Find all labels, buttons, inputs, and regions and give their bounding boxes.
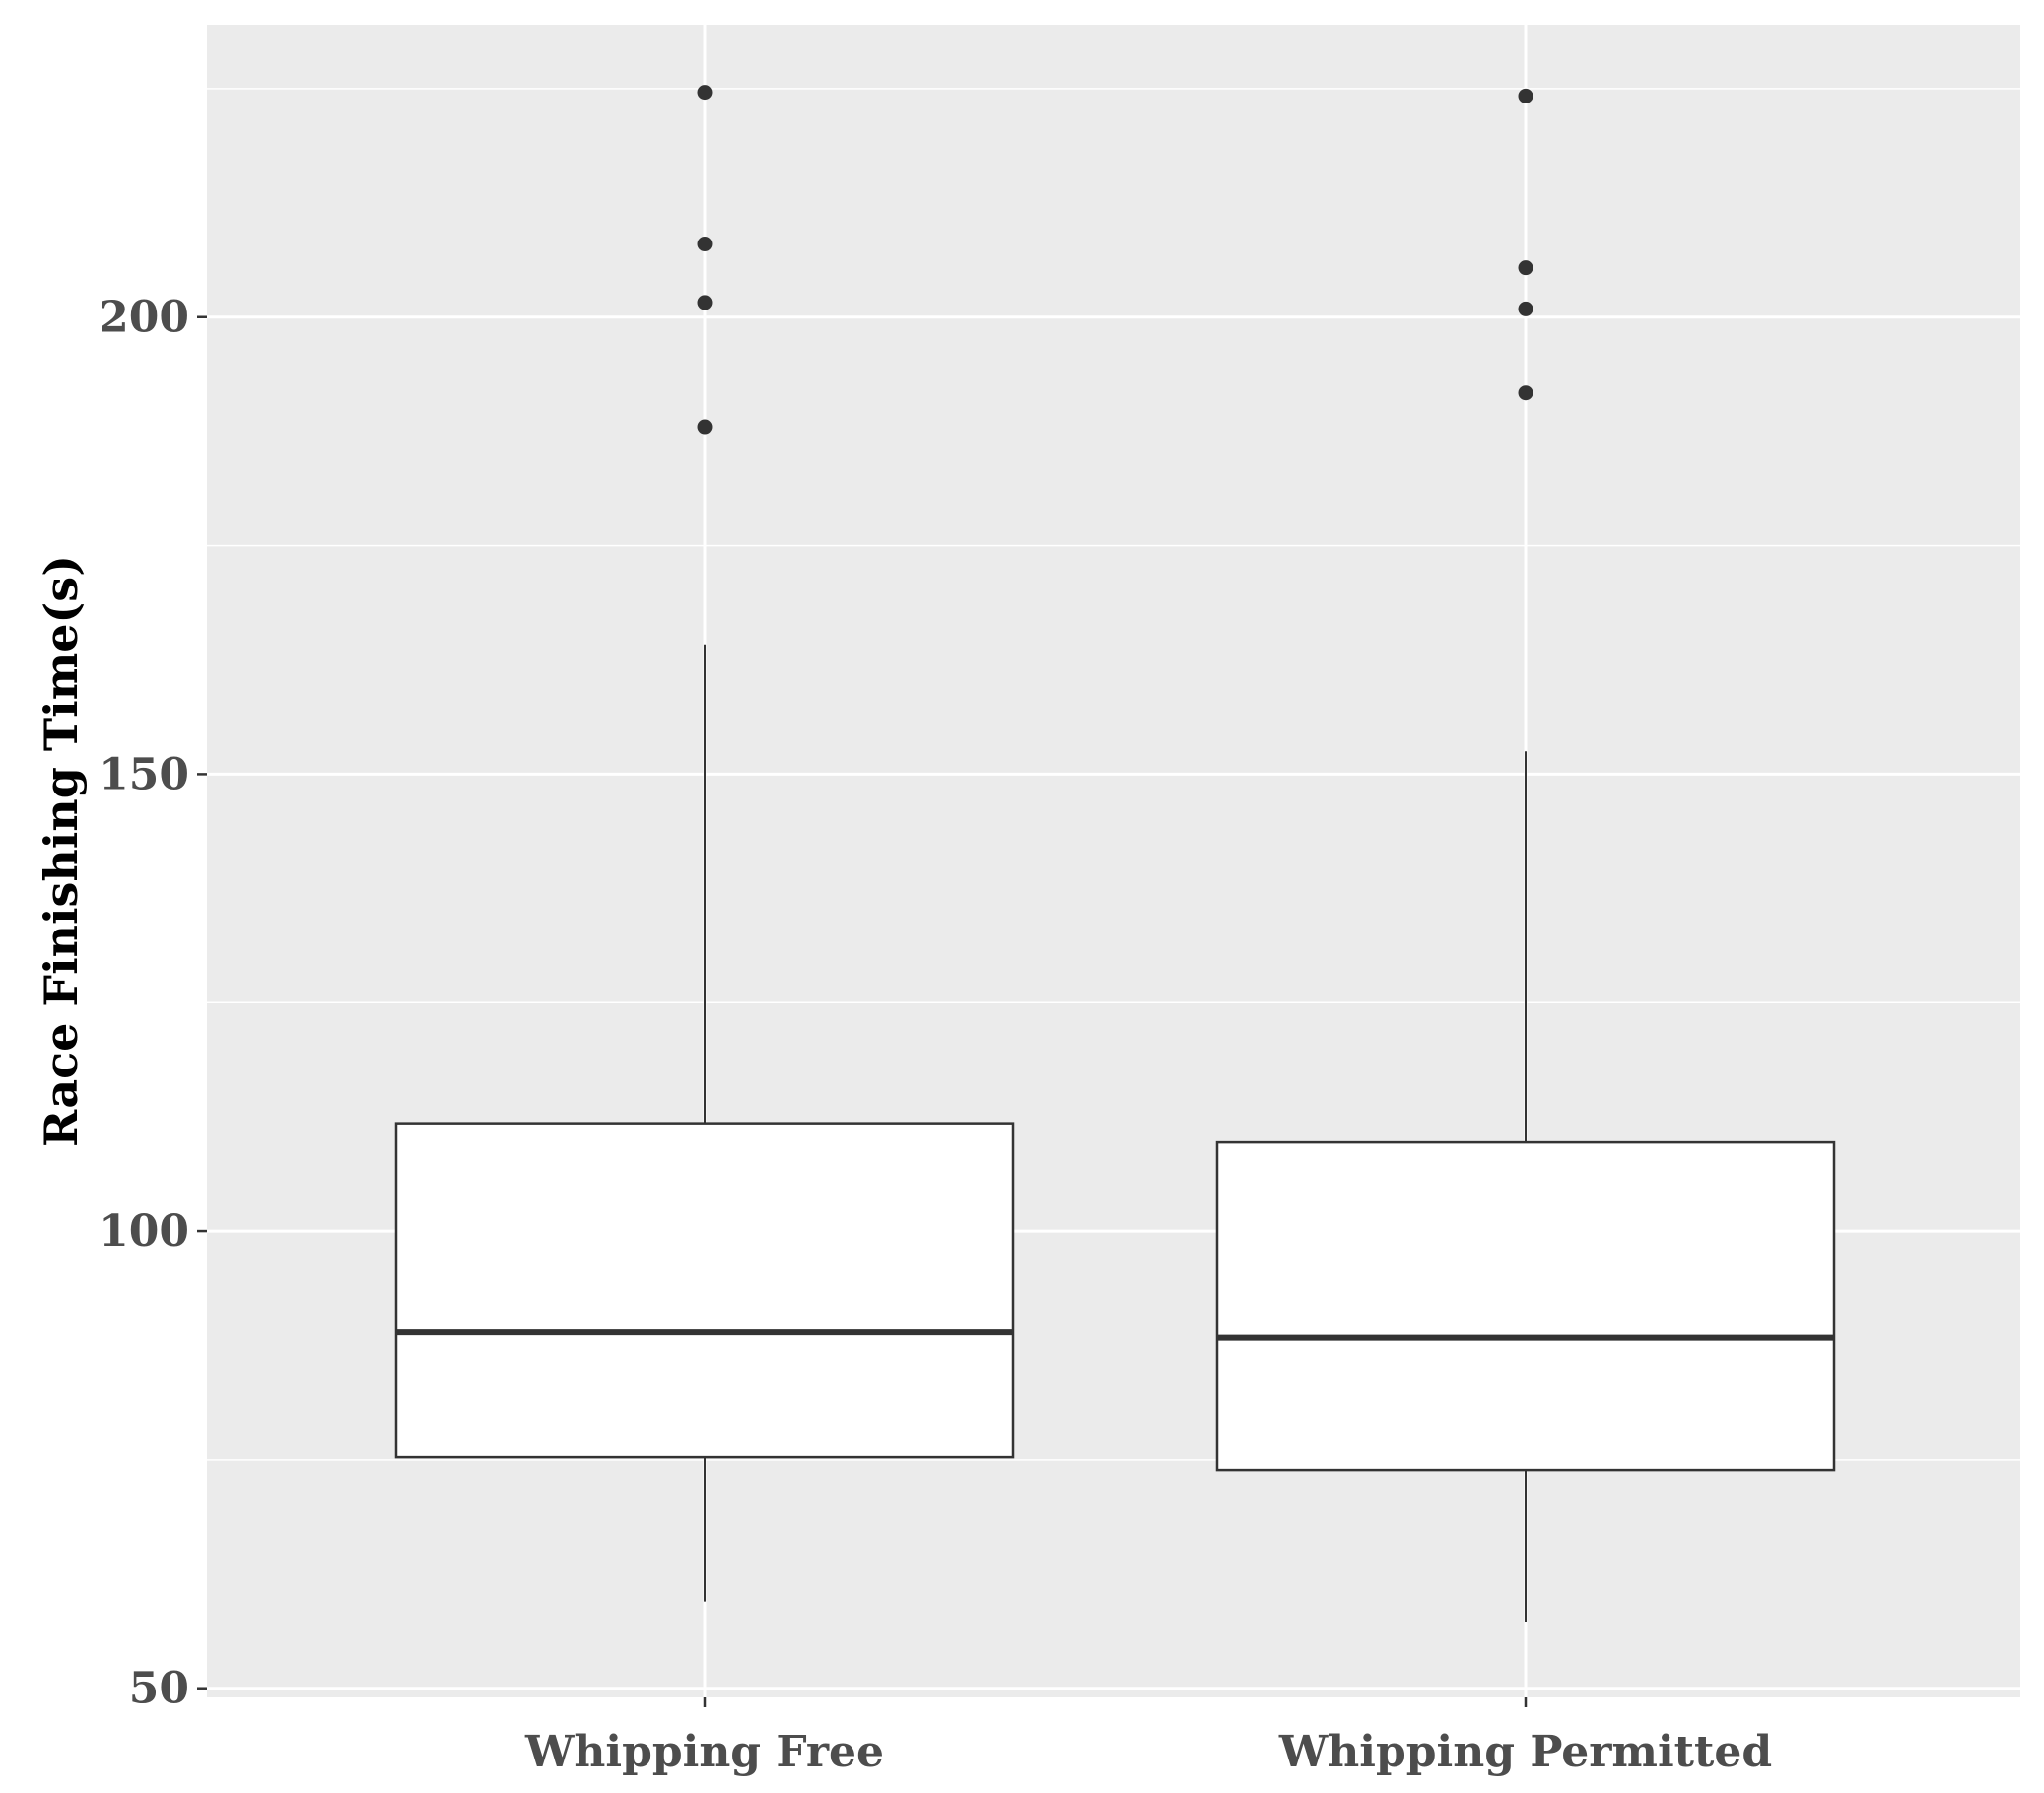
box-group-2 [1215,88,1836,1622]
box-series [394,85,1836,1622]
outlier-point [1518,88,1533,103]
x-tick-label: Whipping Free [524,1727,884,1777]
iqr-box [394,1122,1015,1459]
outlier-point [697,295,713,310]
box-group-1 [394,85,1015,1602]
axes: 50 100 150 200 Whipping Free Whipping Permitt… [99,293,1772,1777]
y-tick-label: 100 [99,1207,189,1257]
outlier-point [697,419,713,435]
y-tick-label: 200 [99,293,189,343]
outlier-point [1518,260,1533,276]
y-tick-label: 150 [99,749,189,799]
y-axis-title: Race Finishing Time(s) [34,555,88,1147]
outlier-point [697,237,713,252]
outlier-point [1518,385,1533,401]
outlier-point [1518,301,1533,316]
x-tick-label: Whipping Permitted [1278,1727,1772,1777]
iqr-box [1215,1140,1836,1472]
y-tick-label: 50 [129,1664,189,1714]
outlier-point [697,85,713,101]
